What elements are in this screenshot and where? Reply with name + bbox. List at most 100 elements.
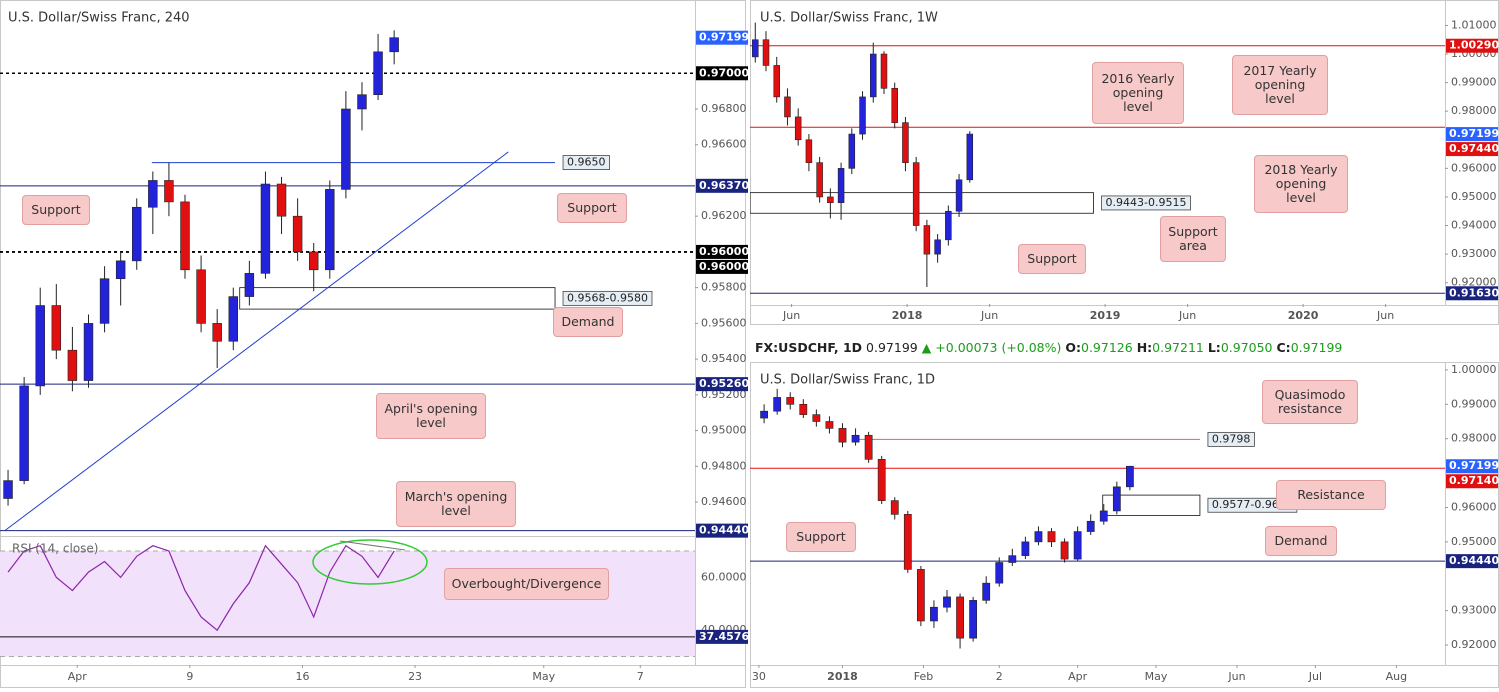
price-tag [696,259,748,274]
symbol: FX:USDCHF, 1D [755,340,863,355]
y-tick-label: 0.95400 [701,352,747,365]
overlay: 0.9568-0.9580 0.9650 [562,155,653,306]
candle-body [969,600,978,639]
price-tag [1446,142,1498,157]
price-tag-label: 0.97000 [699,66,749,79]
candle-body [825,421,834,429]
candle-body [132,206,142,262]
x-tick-label: 7 [637,670,644,683]
annotation: Support [22,195,90,225]
candle-body [816,162,823,198]
y-tick-label: 0.92000 [1451,638,1497,651]
candle-body [212,323,222,342]
candle-body [848,133,856,169]
low: 0.97050 [1220,340,1273,355]
x-tick-label: 9 [186,670,193,683]
y-tick-label: 0.99000 [1451,76,1497,89]
close: 0.97199 [1290,340,1343,355]
last-price: 0.97199 [866,340,918,355]
high: 0.97211 [1152,340,1204,355]
annotation: Support [557,193,627,223]
x-tick-label: 2 [996,670,1003,683]
rsi-tick-label: 60.0000 [701,570,747,583]
quote-bar: FX:USDCHF, 1D 0.97199 ▲ +0.00073 (+0.08%… [755,340,1342,355]
y-tick-label: 0.92000 [1451,276,1497,289]
price-tag [696,66,748,81]
rsi-tag-label: 37.4576 [699,630,749,643]
candle-body [864,434,873,460]
candle-body [1073,531,1082,560]
y-tick-label: 0.98000 [1451,104,1497,117]
candle-body [903,514,912,570]
candle-body [292,215,303,253]
price-tag-label: 0.97440 [1449,142,1499,155]
x-tick-label: 23 [408,670,422,683]
y-tick-label: 0.94000 [1451,219,1497,232]
price-tag [1446,474,1498,489]
price-tag [696,178,748,193]
price-tag-label: 0.94440 [699,524,749,537]
y-tick-label: 0.94600 [701,495,747,508]
plot [750,388,1445,649]
x-tick-label: 2018 [827,670,858,683]
candle-body [877,459,886,501]
candle-body [1112,486,1121,512]
x-tick-label: Jun [1178,309,1196,322]
candle-body [51,305,62,351]
candle-body [389,37,399,53]
candle-body [19,385,29,481]
candle-body [1034,531,1043,543]
candle-body [341,108,351,190]
panel-frame [750,362,1499,688]
line-label-box [562,155,610,170]
candle-body [851,434,860,443]
y-tick-label: 0.95000 [1451,190,1497,203]
candle-body [982,582,991,601]
annotation: Demand [1265,526,1337,556]
price-tag [1446,38,1498,53]
zone [1102,494,1201,516]
candle-body [902,122,909,163]
line-label: 0.9798 [1212,432,1251,445]
chart-title: U.S. Dollar/Swiss Franc, 240 [8,11,190,26]
candle-body [943,596,951,608]
annotation: April's opening level [376,393,486,439]
candle-body [180,201,190,271]
x-tick-label: Jun [782,309,800,322]
candle-body [805,139,813,163]
candle-body [773,397,782,412]
price-tag-label: 0.97199 [699,31,749,44]
line-label-box [1207,431,1255,447]
x-tick-label: Aug [1386,670,1407,683]
annotation: 2017 Yearly opening level [1232,55,1328,115]
candle-body [276,183,287,217]
trendline [4,151,509,532]
y-tick-label: 1.01000 [1451,18,1497,31]
candle-body [752,39,759,58]
x-tick-label: Jun [1376,309,1394,322]
y-tick-label: 0.96200 [701,209,747,222]
annotation: Demand [553,307,623,337]
candle-body [1099,510,1108,522]
price-tag [696,30,748,45]
candle-body [1126,465,1134,488]
annotation: Support area [1160,216,1226,262]
candle-body [838,428,847,443]
price-tag-label: 0.95260 [699,377,749,390]
candle-body [196,269,206,324]
y-tick-label: 0.96000 [1451,161,1497,174]
y-tick-label: 1.00000 [1451,363,1497,376]
divergence-line [339,540,406,551]
panel-frame [750,0,1499,325]
rsi-pane [0,544,695,658]
candle-body [890,500,899,515]
y-tick-label: 0.93000 [1451,604,1497,617]
candle-body [35,305,45,387]
annotation: 2018 Yearly opening level [1254,155,1348,213]
candle-body [923,225,931,255]
candle-body [762,39,770,66]
price-tag-label: 0.97140 [1449,474,1499,487]
candle-body [812,414,821,422]
annotation: Overbought/Divergence [444,568,609,600]
y-tick-label: 0.95000 [701,424,747,437]
